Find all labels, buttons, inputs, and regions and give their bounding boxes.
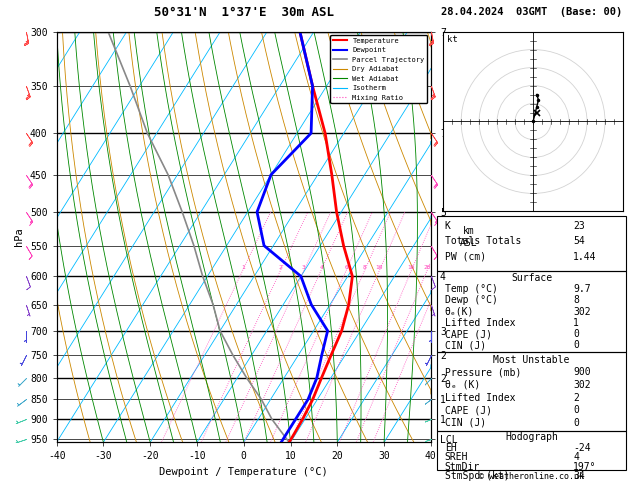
Text: θₑ(K): θₑ(K) [445, 307, 474, 316]
Text: StmSpd (kt): StmSpd (kt) [445, 471, 509, 481]
Text: Dewp (°C): Dewp (°C) [445, 295, 498, 305]
Text: SREH: SREH [445, 452, 468, 462]
Text: Lifted Index: Lifted Index [445, 393, 515, 402]
Y-axis label: km
ASL: km ASL [460, 226, 477, 248]
Text: Most Unstable: Most Unstable [493, 355, 570, 364]
Text: 23: 23 [573, 221, 585, 231]
Text: 1.44: 1.44 [573, 252, 596, 262]
Text: 10: 10 [376, 265, 383, 270]
Text: 900: 900 [573, 367, 591, 377]
Text: 50°31'N  1°37'E  30m ASL: 50°31'N 1°37'E 30m ASL [153, 6, 334, 18]
Text: 16: 16 [408, 265, 415, 270]
Text: 2: 2 [279, 265, 282, 270]
Text: EH: EH [445, 443, 457, 452]
Text: K: K [445, 221, 450, 231]
Text: 3: 3 [302, 265, 306, 270]
Text: 1: 1 [241, 265, 245, 270]
Text: 0: 0 [573, 329, 579, 339]
Text: 302: 302 [573, 380, 591, 390]
Text: kt: kt [447, 35, 457, 44]
Text: CIN (J): CIN (J) [445, 340, 486, 350]
Text: -24: -24 [573, 443, 591, 452]
Text: 1: 1 [573, 318, 579, 328]
Text: θₑ (K): θₑ (K) [445, 380, 480, 390]
Y-axis label: hPa: hPa [14, 227, 25, 246]
Bar [437, 352, 626, 431]
Text: Lifted Index: Lifted Index [445, 318, 515, 328]
Text: StmDir: StmDir [445, 462, 480, 471]
Text: 20: 20 [423, 265, 431, 270]
Text: 6: 6 [344, 265, 348, 270]
Text: 4: 4 [320, 265, 323, 270]
Text: 302: 302 [573, 307, 591, 316]
X-axis label: Dewpoint / Temperature (°C): Dewpoint / Temperature (°C) [159, 467, 328, 477]
Text: Temp (°C): Temp (°C) [445, 284, 498, 294]
Bar [437, 271, 626, 352]
Text: CAPE (J): CAPE (J) [445, 329, 492, 339]
Text: Hodograph: Hodograph [505, 433, 558, 442]
Bar [437, 216, 626, 271]
Text: 0: 0 [573, 418, 579, 428]
Text: CIN (J): CIN (J) [445, 418, 486, 428]
Text: 2: 2 [573, 393, 579, 402]
Text: 54: 54 [573, 236, 585, 246]
Text: 8: 8 [573, 295, 579, 305]
Text: 8: 8 [363, 265, 367, 270]
Text: Totals Totals: Totals Totals [445, 236, 521, 246]
Text: PW (cm): PW (cm) [445, 252, 486, 262]
Text: Pressure (mb): Pressure (mb) [445, 367, 521, 377]
Text: 0: 0 [573, 405, 579, 416]
Text: 34: 34 [573, 471, 585, 481]
Bar [437, 431, 626, 470]
Legend: Temperature, Dewpoint, Parcel Trajectory, Dry Adiabat, Wet Adiabat, Isotherm, Mi: Temperature, Dewpoint, Parcel Trajectory… [330, 35, 427, 104]
Text: 197°: 197° [573, 462, 596, 471]
Text: 4: 4 [573, 452, 579, 462]
Text: 0: 0 [573, 340, 579, 350]
Text: 9.7: 9.7 [573, 284, 591, 294]
Text: Surface: Surface [511, 273, 552, 283]
Text: © weatheronline.co.uk: © weatheronline.co.uk [479, 472, 584, 481]
Text: 28.04.2024  03GMT  (Base: 00): 28.04.2024 03GMT (Base: 00) [441, 7, 622, 17]
Text: CAPE (J): CAPE (J) [445, 405, 492, 416]
